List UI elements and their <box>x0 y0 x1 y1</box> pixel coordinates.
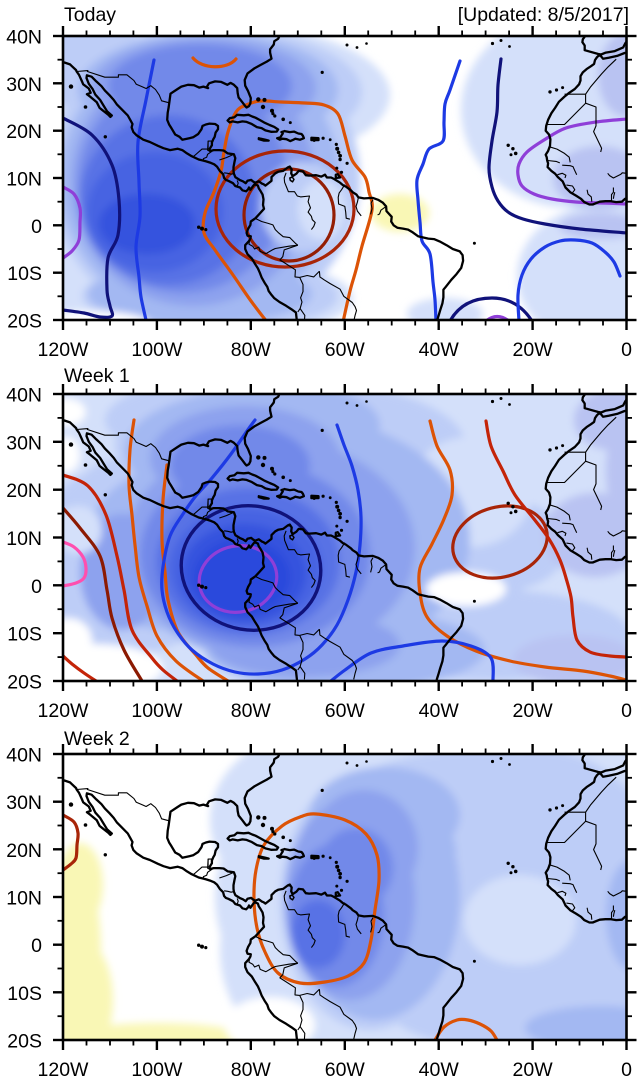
svg-text:20W: 20W <box>513 1059 554 1081</box>
svg-text:20N: 20N <box>6 840 42 862</box>
svg-text:40N: 40N <box>6 385 42 407</box>
svg-text:20W: 20W <box>513 700 554 722</box>
svg-text:20N: 20N <box>6 480 42 502</box>
svg-text:60W: 60W <box>325 700 366 722</box>
svg-text:30N: 30N <box>6 792 42 814</box>
svg-text:20S: 20S <box>7 672 42 694</box>
svg-text:100W: 100W <box>131 339 183 361</box>
svg-text:Today: Today <box>64 4 116 26</box>
svg-text:120W: 120W <box>38 700 90 722</box>
svg-text:0: 0 <box>31 935 42 957</box>
svg-text:0: 0 <box>31 216 42 238</box>
svg-text:80W: 80W <box>231 339 272 361</box>
svg-text:40N: 40N <box>6 27 42 49</box>
svg-text:80W: 80W <box>231 700 272 722</box>
svg-text:20W: 20W <box>513 339 554 361</box>
svg-text:10N: 10N <box>6 169 42 191</box>
svg-text:100W: 100W <box>131 1059 183 1081</box>
svg-text:10S: 10S <box>7 624 42 646</box>
svg-text:0: 0 <box>621 700 632 722</box>
svg-text:20N: 20N <box>6 121 42 143</box>
svg-text:10S: 10S <box>7 263 42 285</box>
svg-text:20S: 20S <box>7 1031 42 1053</box>
svg-text:120W: 120W <box>38 1059 90 1081</box>
svg-text:60W: 60W <box>325 339 366 361</box>
svg-text:0: 0 <box>621 339 632 361</box>
svg-text:0: 0 <box>31 576 42 598</box>
svg-text:Week 1: Week 1 <box>64 365 130 387</box>
svg-text:80W: 80W <box>231 1059 272 1081</box>
svg-text:40N: 40N <box>6 745 42 767</box>
svg-text:10N: 10N <box>6 888 42 910</box>
svg-text:0: 0 <box>621 1059 632 1081</box>
svg-text:120W: 120W <box>38 339 90 361</box>
svg-text:10N: 10N <box>6 528 42 550</box>
svg-text:Week 2: Week 2 <box>64 728 130 750</box>
svg-text:60W: 60W <box>325 1059 366 1081</box>
svg-text:20S: 20S <box>7 311 42 333</box>
svg-text:30N: 30N <box>6 432 42 454</box>
svg-text:40W: 40W <box>419 700 460 722</box>
svg-text:40W: 40W <box>419 339 460 361</box>
svg-text:100W: 100W <box>131 700 183 722</box>
svg-text:[Updated: 8/5/2017]: [Updated: 8/5/2017] <box>458 4 629 26</box>
svg-text:30N: 30N <box>6 74 42 96</box>
svg-text:10S: 10S <box>7 983 42 1005</box>
svg-text:40W: 40W <box>419 1059 460 1081</box>
